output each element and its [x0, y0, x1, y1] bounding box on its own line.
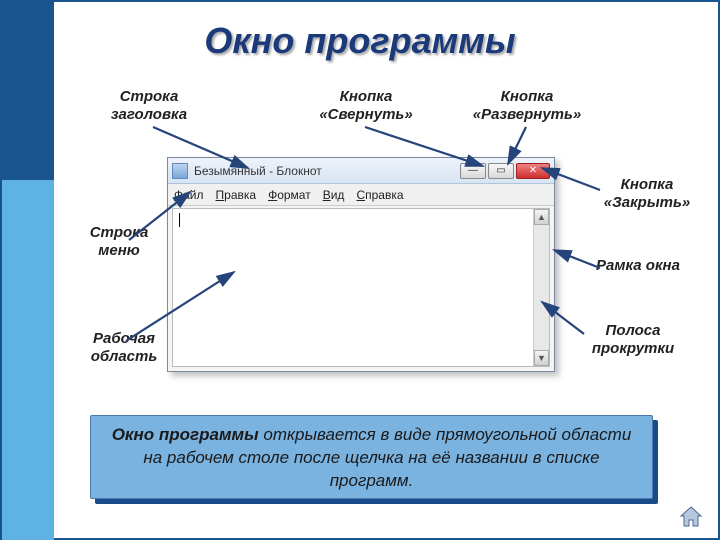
- sidebar-accent-bottom: [2, 180, 54, 540]
- label-minimize: Кнопка«Свернуть»: [306, 88, 426, 124]
- maximize-button[interactable]: ▭: [488, 163, 514, 179]
- label-frame: Рамка окна: [578, 257, 698, 275]
- scroll-up-icon[interactable]: ▲: [534, 209, 549, 225]
- label-menu-bar: Строкаменю: [74, 224, 164, 260]
- close-button[interactable]: ✕: [516, 163, 550, 179]
- text-area[interactable]: [173, 209, 533, 366]
- window-title-text: Безымянный - Блокнот: [194, 164, 460, 178]
- label-title-bar: Строказаголовка: [94, 88, 204, 124]
- window-titlebar[interactable]: Безымянный - Блокнот — ▭ ✕: [168, 158, 554, 184]
- page-title: Окно программы: [2, 20, 718, 62]
- label-scrollbar: Полосапрокрутки: [578, 322, 688, 358]
- window-client-area: ▲ ▼: [172, 208, 550, 367]
- menu-format[interactable]: Формат: [268, 188, 311, 202]
- label-close: Кнопка«Закрыть»: [592, 176, 702, 212]
- scroll-down-icon[interactable]: ▼: [534, 350, 549, 366]
- definition-box: Окно программы открывается в виде прямоу…: [90, 415, 653, 499]
- label-maximize: Кнопка«Развернуть»: [462, 88, 592, 124]
- window-menubar[interactable]: Файл Правка Формат Вид Справка: [168, 184, 554, 206]
- text-cursor: [179, 213, 180, 227]
- notepad-icon: [172, 163, 188, 179]
- menu-help[interactable]: Справка: [356, 188, 403, 202]
- menu-view[interactable]: Вид: [323, 188, 345, 202]
- vertical-scrollbar[interactable]: ▲ ▼: [533, 209, 549, 366]
- definition-term: Окно программы: [112, 425, 259, 444]
- menu-file[interactable]: Файл: [174, 188, 204, 202]
- minimize-button[interactable]: —: [460, 163, 486, 179]
- home-icon[interactable]: [678, 504, 704, 528]
- window-mockup: Безымянный - Блокнот — ▭ ✕ Файл Правка Ф…: [167, 157, 555, 372]
- window-control-buttons: — ▭ ✕: [460, 163, 550, 179]
- label-work-area: Рабочаяобласть: [74, 330, 174, 366]
- menu-edit[interactable]: Правка: [216, 188, 257, 202]
